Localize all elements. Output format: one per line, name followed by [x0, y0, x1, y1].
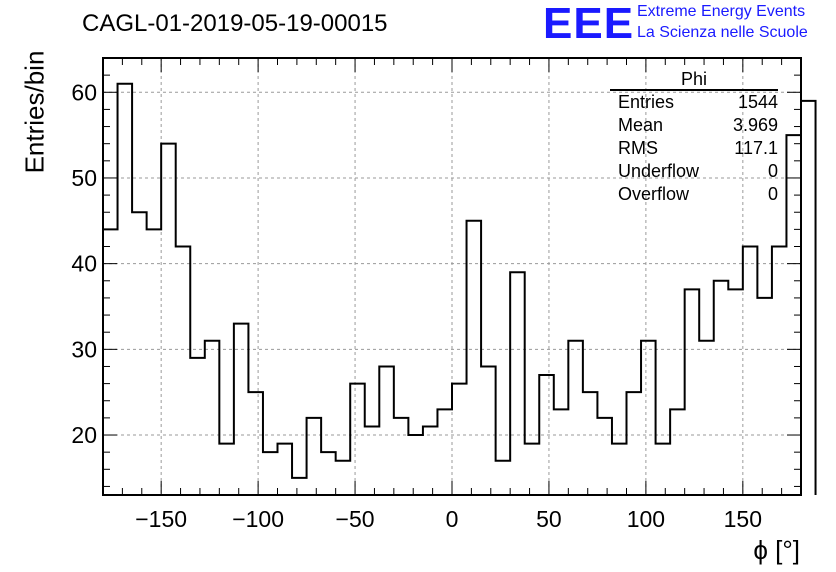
stats-label: Mean [618, 115, 664, 135]
y-tick-label: 50 [71, 165, 97, 191]
x-axis-label: ϕ [°] [753, 535, 800, 565]
stats-label: Underflow [618, 161, 700, 181]
stats-label: RMS [618, 138, 658, 158]
page-title: CAGL-01-2019-05-19-00015 [82, 10, 388, 37]
stats-title: Phi [610, 69, 778, 91]
y-tick-label: 30 [71, 336, 97, 362]
plot-frame [102, 57, 802, 496]
x-tick-label: −100 [232, 506, 284, 532]
stats-value: 0 [767, 161, 778, 181]
stats-row-mean: Mean 3.969 [610, 114, 778, 137]
stats-row-entries: Entries 1544 [610, 91, 778, 114]
stats-box: Phi Entries 1544 Mean 3.969 RMS 117.1 Un… [610, 69, 778, 206]
stats-label: Overflow [618, 184, 690, 204]
x-tick-label: 150 [724, 506, 762, 532]
x-tick-label: 0 [446, 506, 459, 532]
x-tick-label: 100 [627, 506, 665, 532]
eee-logo: EEE [543, 0, 635, 48]
histogram-series [102, 82, 817, 495]
stats-row-overflow: Overflow 0 [610, 183, 778, 206]
logo-line-1: Extreme Energy Events [637, 3, 806, 20]
stats-value: 1544 [737, 92, 778, 112]
stats-value: 0 [767, 184, 778, 204]
y-axis-label: Entries/bin [19, 50, 50, 174]
stats-label: Entries [618, 92, 675, 112]
y-tick-label: 60 [71, 79, 97, 105]
stats-row-underflow: Underflow 0 [610, 160, 778, 183]
x-tick-label: −50 [336, 506, 375, 532]
stats-row-rms: RMS 117.1 [610, 137, 778, 160]
logo-line-2: La Scienza nelle Scuole [637, 24, 808, 41]
stats-value: 117.1 [734, 138, 778, 158]
y-tick-label: 40 [71, 251, 97, 277]
y-tick-label: 20 [71, 422, 97, 448]
x-tick-label: −150 [135, 506, 187, 532]
stats-value: 3.969 [732, 115, 778, 135]
x-tick-label: 50 [536, 506, 562, 532]
